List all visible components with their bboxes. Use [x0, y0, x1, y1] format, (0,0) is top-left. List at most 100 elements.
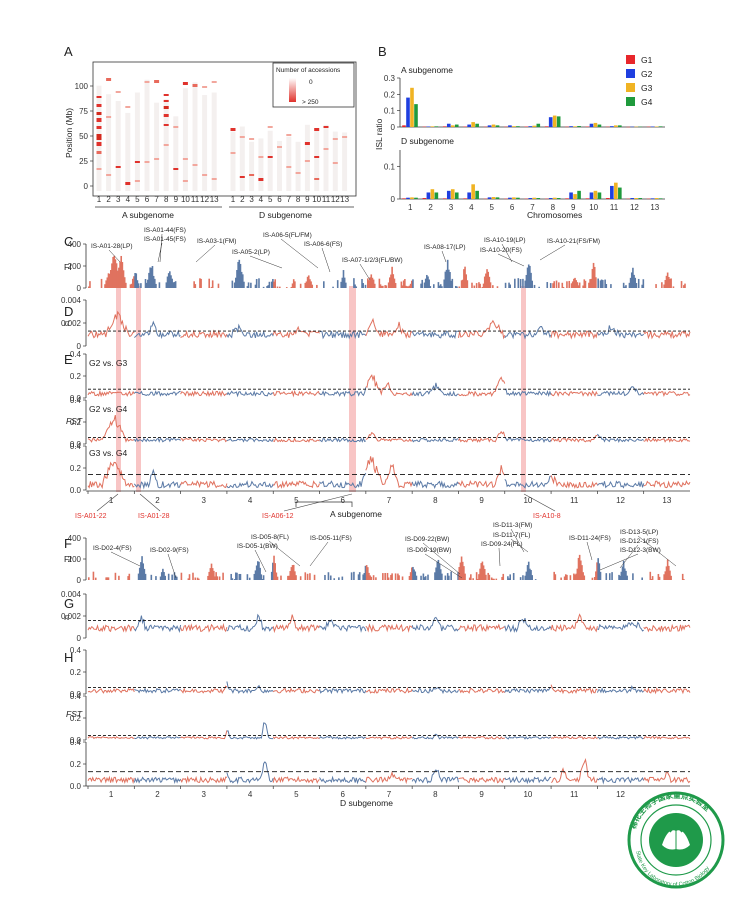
fi-bar	[369, 277, 371, 288]
fi-bar	[649, 571, 652, 580]
track-line	[458, 430, 506, 443]
track-line	[272, 437, 320, 443]
heat-col	[134, 92, 140, 191]
fi-bar	[517, 278, 520, 288]
bar-G1	[585, 198, 590, 199]
track-line	[411, 382, 459, 397]
heat-cell	[154, 80, 160, 83]
bar-G3	[552, 197, 557, 199]
d-xtick-label: 6	[277, 195, 282, 204]
fi-bar	[580, 560, 582, 580]
a-axis-tick-label: 5	[294, 496, 299, 505]
fi-bar	[432, 284, 435, 288]
fi-bar	[512, 573, 515, 580]
b-ytick-label: 0.1	[384, 162, 396, 171]
fi-bar	[397, 573, 399, 580]
bar-G2	[548, 117, 553, 127]
track-line	[411, 329, 459, 340]
fi-bar	[526, 565, 529, 580]
track-line	[504, 475, 552, 489]
fi-bar	[427, 276, 429, 288]
c-annotation: IS-A05-2(LP)	[232, 249, 270, 256]
f-annotation: IS-D09-22(BW)	[405, 536, 449, 543]
fi-bar	[445, 269, 448, 288]
track-line	[411, 769, 459, 784]
heat-cell	[258, 178, 264, 181]
bar-G2	[589, 123, 594, 127]
fi-bar	[479, 568, 481, 580]
bar-G4	[597, 192, 602, 199]
panel-h-ylabel: FST	[66, 709, 83, 719]
fi-bar	[104, 284, 106, 288]
fi-bar	[194, 577, 197, 580]
fi-bar	[658, 576, 661, 580]
fi-bar	[437, 282, 440, 288]
fi-bar	[239, 573, 242, 580]
heat-cell	[239, 176, 245, 178]
a-ytick-label: 25	[79, 157, 88, 166]
fi-bar	[410, 567, 413, 580]
fi-bar	[270, 571, 273, 580]
fi-bar	[258, 561, 260, 580]
d-xtick-label: 4	[259, 195, 264, 204]
fi-bar	[235, 572, 237, 580]
fi-bar	[364, 565, 367, 580]
fi-bar	[475, 283, 478, 288]
fi-bar	[424, 278, 427, 288]
d-axis-tick-label: 5	[294, 790, 299, 799]
fi-bar	[288, 575, 290, 580]
heat-cell	[144, 81, 150, 83]
fi-bar	[577, 557, 580, 580]
fi-bar	[597, 558, 599, 580]
track-line	[319, 472, 367, 489]
fi-bar	[449, 272, 451, 288]
fi-bar	[394, 283, 397, 288]
panel-f-plot: 400 200 0	[68, 534, 685, 585]
fi-bar	[683, 285, 685, 288]
fi-bar	[531, 575, 533, 580]
fi-bar	[501, 576, 503, 580]
fi-bar	[460, 556, 463, 580]
fi-bar	[384, 573, 386, 580]
fi-bar	[661, 282, 663, 288]
a-axis-tick-label: 10	[523, 496, 532, 505]
fi-bar	[526, 267, 529, 288]
fi-bar	[358, 572, 361, 580]
fi-bar	[624, 286, 626, 288]
bar-G4	[454, 124, 459, 127]
track-line	[643, 329, 691, 340]
fi-bar	[357, 574, 360, 580]
bar-G2	[528, 126, 533, 127]
fi-bar	[463, 269, 465, 288]
fi-bar	[492, 578, 494, 580]
fi-bar	[408, 575, 411, 580]
bar-G4	[475, 190, 479, 199]
track-line	[458, 376, 506, 398]
fi-bar	[118, 267, 120, 288]
group-d-label: D subgenome	[259, 210, 312, 220]
b-xtick-label: 9	[571, 203, 576, 212]
c-annotation: IS-A08-17(LP)	[424, 244, 466, 251]
bar-G2	[508, 197, 512, 199]
fi-bar	[261, 578, 264, 580]
f-annotation-leader	[268, 540, 301, 567]
track-ytick-label: 0	[77, 576, 82, 585]
bar-G1	[544, 126, 549, 127]
d-axis-tick-label: 6	[340, 790, 345, 799]
fi-bar	[258, 278, 260, 288]
track-line	[133, 776, 182, 785]
fi-bar	[254, 284, 257, 288]
fi-bar	[576, 282, 579, 288]
fi-bar	[684, 283, 686, 288]
bar-G1	[402, 125, 406, 127]
track-line	[180, 329, 228, 339]
bar-G4	[495, 197, 500, 199]
fi-bar	[290, 567, 293, 580]
d-axis-tick-label: 4	[248, 790, 253, 799]
bar-G3	[593, 122, 598, 127]
fi-bar	[450, 280, 452, 288]
panel-a-yticks: 100 75 50 25 0	[75, 82, 93, 191]
legend-swatch-G1	[626, 55, 635, 64]
fi-bar	[199, 278, 201, 288]
fi-bar	[106, 577, 109, 580]
